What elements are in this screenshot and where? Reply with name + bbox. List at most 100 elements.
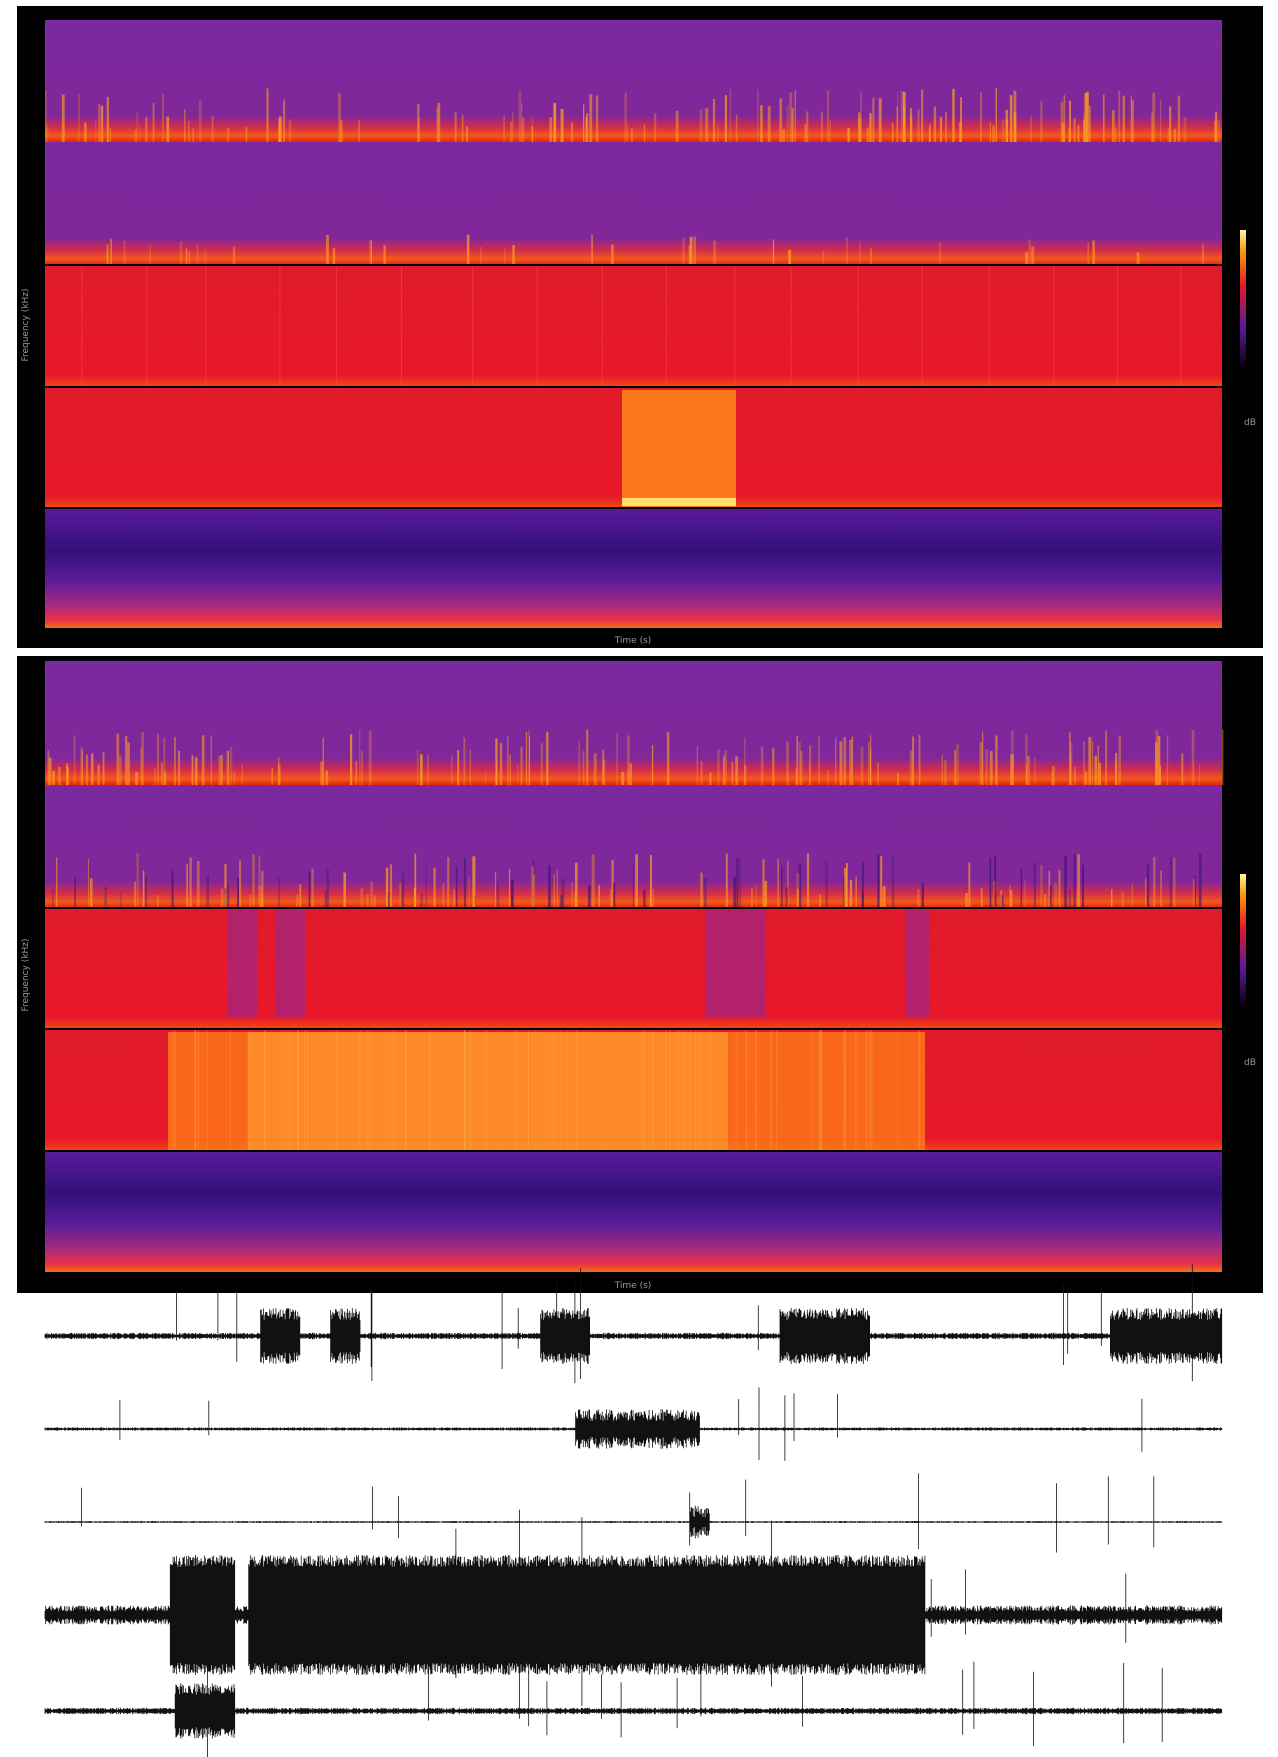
- y-axis-label: Frequency (kHz): [21, 288, 31, 361]
- spectral-streak: [186, 249, 188, 265]
- spectral-streak: [225, 894, 227, 908]
- spectral-streak: [1145, 878, 1146, 908]
- spectral-streak: [1095, 756, 1098, 785]
- y-axis-label: Frequency (kHz): [21, 938, 31, 1011]
- spectral-streak: [1044, 894, 1046, 908]
- spectral-streak: [635, 854, 638, 908]
- spectral-streak: [139, 125, 140, 142]
- spectral-streak: [571, 882, 572, 908]
- spectral-streak: [980, 742, 983, 785]
- spectral-streak: [535, 1030, 536, 1151]
- spectral-streak: [393, 1030, 394, 1151]
- spectral-streak: [1202, 244, 1204, 265]
- spectral-streak: [135, 772, 138, 785]
- spectral-streak: [367, 894, 369, 908]
- spectral-streak: [821, 111, 822, 142]
- spectral-streak: [184, 109, 185, 142]
- spectral-streak: [1115, 753, 1117, 785]
- spectral-streak: [621, 772, 624, 785]
- spectral-streak: [324, 891, 327, 908]
- spectral-streak: [741, 1030, 742, 1151]
- spectral-streak: [846, 237, 847, 265]
- spectral-streak: [74, 735, 76, 785]
- spectral-streak: [857, 266, 858, 387]
- spectral-streak: [468, 877, 469, 908]
- spectral-streak: [532, 126, 533, 142]
- spectral-streak: [818, 736, 819, 785]
- spectral-streak: [633, 865, 634, 908]
- spectral-streak: [735, 756, 738, 785]
- spectral-streak: [760, 105, 763, 142]
- spectral-streak: [466, 126, 468, 142]
- spectrogram-band: [45, 1152, 1222, 1272]
- spectral-streak: [591, 235, 593, 265]
- spectral-streak: [1027, 756, 1030, 785]
- spectral-streak: [543, 1030, 544, 1151]
- spectral-streak: [188, 121, 190, 142]
- spectral-streak: [592, 855, 595, 908]
- spectral-streak: [589, 94, 592, 142]
- spectral-streak: [859, 241, 860, 265]
- spectral-streak: [772, 1030, 773, 1151]
- spectral-streak: [1049, 871, 1051, 908]
- spectral-streak: [596, 95, 598, 142]
- spectral-streak: [611, 245, 614, 265]
- spectral-streak: [528, 730, 530, 785]
- spectral-streak: [1089, 106, 1091, 142]
- spectral-streak: [399, 883, 401, 908]
- spectral-streak: [954, 750, 956, 785]
- spectral-streak: [717, 749, 719, 785]
- spectrogram-band: [45, 20, 1222, 142]
- spectral-streak: [192, 755, 194, 785]
- spectral-streak: [576, 1030, 577, 1151]
- spectral-streak: [221, 889, 224, 908]
- spectral-streak: [90, 878, 93, 908]
- spectral-streak: [683, 238, 685, 265]
- spectral-streak: [503, 115, 505, 142]
- spectral-streak: [402, 872, 405, 908]
- spectral-streak: [497, 882, 500, 908]
- spectral-streak: [919, 735, 921, 785]
- spectral-streak: [369, 731, 372, 785]
- spectral-streak: [990, 122, 991, 142]
- spectral-streak: [207, 1030, 208, 1151]
- spectral-streak: [733, 1030, 734, 1151]
- spectral-streak: [1074, 854, 1076, 908]
- spectral-streak: [1040, 865, 1043, 908]
- spectral-streak: [917, 109, 919, 142]
- spectral-streak: [52, 771, 54, 785]
- spectral-streak: [467, 235, 469, 265]
- spectral-streak: [1098, 763, 1101, 785]
- colorbar-label: dB: [1244, 1058, 1256, 1068]
- spectral-streak: [980, 92, 981, 142]
- spectral-streak: [571, 123, 573, 142]
- spectral-streak: [835, 737, 836, 785]
- spectral-streak: [1005, 110, 1008, 142]
- spectral-streak: [336, 266, 337, 387]
- spectral-streak: [713, 241, 716, 265]
- spectral-streak: [258, 856, 260, 908]
- spectral-streak: [174, 737, 175, 785]
- spectral-streak: [770, 1030, 771, 1151]
- spectral-streak: [778, 859, 779, 908]
- spectral-streak: [281, 1030, 282, 1151]
- spectral-streak: [326, 235, 329, 265]
- spectral-streak: [764, 881, 767, 908]
- spectral-streak: [755, 1030, 756, 1151]
- spectral-streak: [645, 1030, 646, 1151]
- spectral-streak: [644, 1030, 645, 1151]
- spectral-streak: [869, 113, 871, 142]
- spectral-streak: [509, 869, 510, 908]
- spectral-streak: [855, 1030, 856, 1151]
- spectral-streak: [519, 91, 522, 142]
- spectral-streak: [782, 129, 785, 142]
- spectral-streak: [857, 1030, 858, 1151]
- spectral-streak: [452, 1030, 453, 1151]
- spectral-streak: [437, 103, 440, 142]
- spectral-streak: [470, 1030, 471, 1151]
- spectral-streak: [880, 856, 882, 908]
- spectral-streak: [825, 861, 828, 908]
- spectral-streak: [1092, 741, 1093, 785]
- spectral-streak: [1069, 732, 1071, 785]
- spectral-streak: [594, 753, 597, 785]
